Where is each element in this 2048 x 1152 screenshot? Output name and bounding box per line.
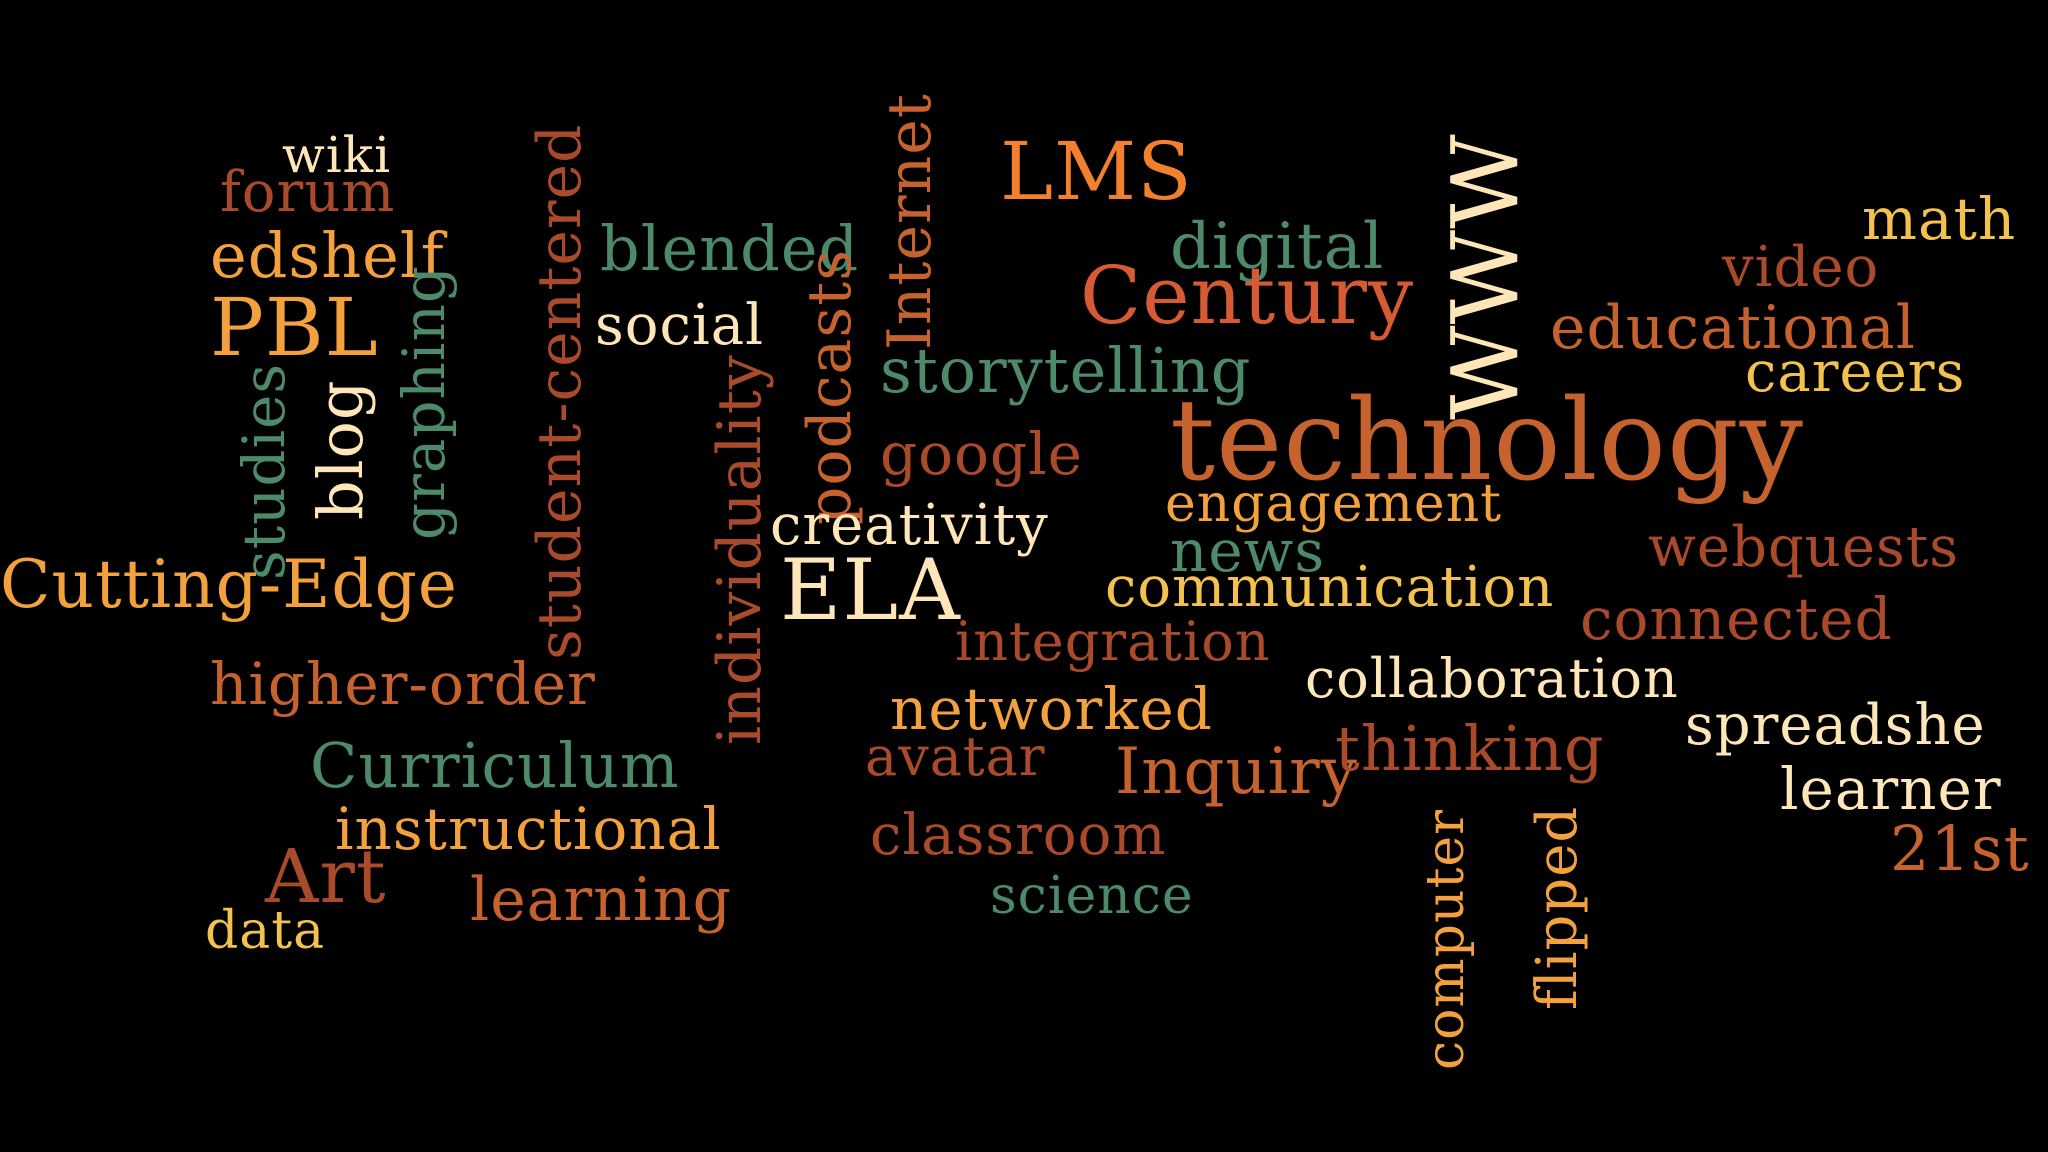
word-curriculum: Curriculum [310, 729, 680, 802]
word-forum: forum [220, 160, 396, 225]
word-individuality: individuality [705, 354, 775, 745]
word-blog: blog [304, 379, 377, 520]
word-data: data [205, 901, 326, 961]
word-classroom: classroom [870, 803, 1167, 868]
word-spreadshe: spreadshe [1685, 693, 1986, 758]
word-google: google [880, 420, 1083, 488]
word-social: social [595, 293, 765, 358]
word-student-centered: student-centered [525, 123, 595, 660]
word-edshelf: edshelf [210, 219, 445, 292]
word-digital: digital [1170, 210, 1385, 284]
word-engagement: engagement [1165, 474, 1503, 534]
word-math: math [1862, 185, 2017, 253]
word-video: video [1722, 235, 1880, 300]
word-webquests: webquests [1648, 515, 1959, 580]
word-higher-order: higher-order [210, 650, 596, 718]
word-storytelling: storytelling [880, 334, 1252, 407]
word-communication: communication [1105, 555, 1555, 620]
word-century: Century [1080, 249, 1415, 342]
word-integration: integration [955, 610, 1271, 673]
word-graphing: graphing [390, 265, 458, 540]
word-learning: learning [470, 865, 733, 935]
word-avatar: avatar [865, 725, 1046, 788]
word-science: science [990, 866, 1194, 926]
word-creativity: creativity [770, 493, 1049, 558]
word-inquiry: Inquiry [1115, 735, 1358, 809]
word-thinking: thinking [1335, 712, 1605, 785]
word-instructional: instructional [335, 795, 722, 863]
word-connected: connected [1580, 585, 1893, 653]
word-21st: 21st [1890, 812, 2030, 885]
word-pbl: PBL [210, 281, 379, 374]
word-cutting-edge: Cutting-Edge [0, 546, 458, 623]
word-blended: blended [600, 212, 860, 285]
word-careers: careers [1745, 340, 1966, 405]
word-technology: technology [1170, 376, 1804, 506]
word-wiki: wiki [282, 126, 392, 184]
word-ela: ELA [780, 541, 961, 639]
word-educational: educational [1550, 293, 1916, 363]
word-lms: LMS [1000, 125, 1193, 218]
word-collaboration: collaboration [1305, 647, 1679, 710]
word-learner: learner [1780, 755, 2002, 823]
word-internet: Internet [875, 93, 945, 350]
word-computer: computer [1416, 808, 1476, 1070]
word-flipped: flipped [1525, 805, 1590, 1010]
word-podcasts: podcasts [795, 248, 865, 525]
word-networked: networked [890, 675, 1213, 743]
word-art: Art [265, 834, 387, 920]
word-news: news [1170, 517, 1326, 585]
